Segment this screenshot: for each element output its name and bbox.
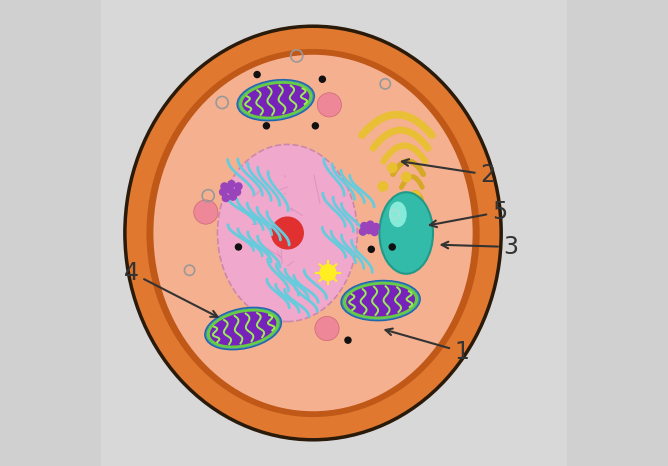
Circle shape bbox=[235, 183, 242, 190]
Circle shape bbox=[387, 200, 397, 210]
Circle shape bbox=[319, 76, 325, 82]
Circle shape bbox=[373, 224, 379, 231]
Ellipse shape bbox=[379, 192, 433, 274]
Text: 3: 3 bbox=[442, 235, 518, 259]
Circle shape bbox=[411, 191, 420, 200]
Circle shape bbox=[406, 210, 415, 219]
Circle shape bbox=[345, 337, 351, 343]
Ellipse shape bbox=[210, 311, 277, 346]
Circle shape bbox=[235, 244, 242, 250]
Circle shape bbox=[222, 195, 229, 201]
Circle shape bbox=[263, 123, 269, 129]
Circle shape bbox=[371, 229, 378, 236]
Ellipse shape bbox=[341, 281, 420, 321]
Text: 2: 2 bbox=[402, 159, 495, 187]
FancyBboxPatch shape bbox=[82, 0, 586, 466]
Ellipse shape bbox=[346, 285, 415, 316]
Circle shape bbox=[387, 163, 397, 172]
Text: 1: 1 bbox=[385, 329, 470, 364]
Ellipse shape bbox=[218, 144, 357, 322]
Ellipse shape bbox=[205, 307, 281, 350]
Ellipse shape bbox=[146, 49, 480, 417]
Circle shape bbox=[226, 186, 234, 194]
Circle shape bbox=[320, 265, 336, 281]
Circle shape bbox=[229, 193, 236, 200]
Ellipse shape bbox=[389, 201, 407, 227]
Ellipse shape bbox=[343, 282, 418, 319]
Circle shape bbox=[254, 71, 260, 77]
Ellipse shape bbox=[242, 84, 309, 116]
Ellipse shape bbox=[123, 25, 503, 442]
Circle shape bbox=[352, 300, 358, 306]
Ellipse shape bbox=[237, 80, 315, 121]
Circle shape bbox=[317, 93, 341, 117]
Circle shape bbox=[368, 246, 374, 253]
Ellipse shape bbox=[239, 81, 313, 119]
Circle shape bbox=[389, 244, 395, 250]
Circle shape bbox=[378, 182, 387, 191]
Text: 4: 4 bbox=[124, 260, 218, 317]
Circle shape bbox=[315, 316, 339, 341]
Circle shape bbox=[365, 227, 373, 234]
Circle shape bbox=[272, 217, 303, 249]
Text: 5: 5 bbox=[430, 200, 507, 227]
Ellipse shape bbox=[127, 28, 500, 438]
Ellipse shape bbox=[154, 55, 473, 411]
Circle shape bbox=[234, 189, 240, 196]
Circle shape bbox=[359, 228, 366, 235]
Circle shape bbox=[361, 222, 368, 229]
Circle shape bbox=[313, 123, 319, 129]
Circle shape bbox=[194, 200, 218, 224]
Circle shape bbox=[220, 189, 226, 196]
Circle shape bbox=[221, 183, 228, 190]
Circle shape bbox=[401, 172, 411, 182]
Circle shape bbox=[228, 180, 235, 187]
Ellipse shape bbox=[206, 309, 280, 348]
Circle shape bbox=[367, 221, 374, 228]
